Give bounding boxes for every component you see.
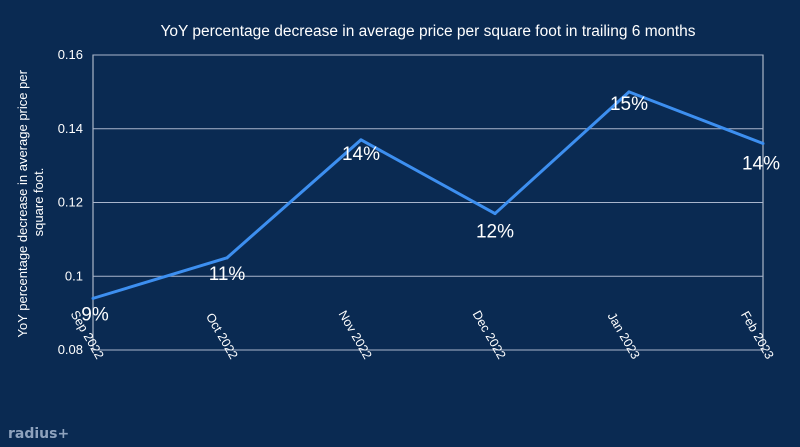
data-label: 14% — [742, 154, 780, 175]
y-tick-label: 0.14 — [58, 121, 83, 136]
y-tick-labels: 0.08 0.1 0.12 0.14 0.16 — [58, 47, 83, 357]
data-point — [91, 296, 95, 300]
x-tick-label: Oct 2022 — [203, 311, 241, 362]
y-tick-label: 0.16 — [58, 47, 83, 62]
data-point — [225, 256, 229, 260]
gridlines — [93, 54, 763, 351]
data-label: 9% — [81, 304, 109, 325]
data-point — [493, 212, 497, 216]
data-label: 14% — [342, 144, 380, 165]
radius-logo: radius+ — [8, 426, 69, 442]
y-tick-label: 0.12 — [58, 195, 83, 210]
chart-title: YoY percentage decrease in average price… — [160, 23, 695, 40]
x-tick-label: Feb 2023 — [738, 309, 777, 362]
y-axis-label: YoY percentage decrease in average price… — [15, 66, 46, 337]
y-axis-label-line-2: square foot. — [31, 168, 46, 237]
y-tick-label: 0.1 — [65, 268, 83, 283]
data-label: 15% — [610, 94, 648, 115]
x-tick-label: Dec 2022 — [470, 308, 509, 361]
data-point — [359, 138, 363, 142]
data-labels: 9% 11% 14% 12% 15% 14% — [81, 94, 780, 326]
data-label: 11% — [209, 264, 246, 285]
x-tick-labels: Sep 2022 Oct 2022 Nov 2022 Dec 2022 Jan 2023… — [68, 308, 777, 361]
data-point — [761, 142, 765, 145]
series-group — [91, 90, 765, 300]
x-tick-label: Jan 2023 — [605, 310, 643, 362]
data-point — [627, 90, 631, 94]
y-axis-label-line-1: YoY percentage decrease in average price… — [15, 69, 30, 337]
y-tick-label: 0.08 — [58, 342, 83, 357]
data-label: 12% — [476, 222, 514, 243]
series-line — [92, 90, 764, 300]
x-tick-label: Nov 2022 — [336, 308, 375, 361]
